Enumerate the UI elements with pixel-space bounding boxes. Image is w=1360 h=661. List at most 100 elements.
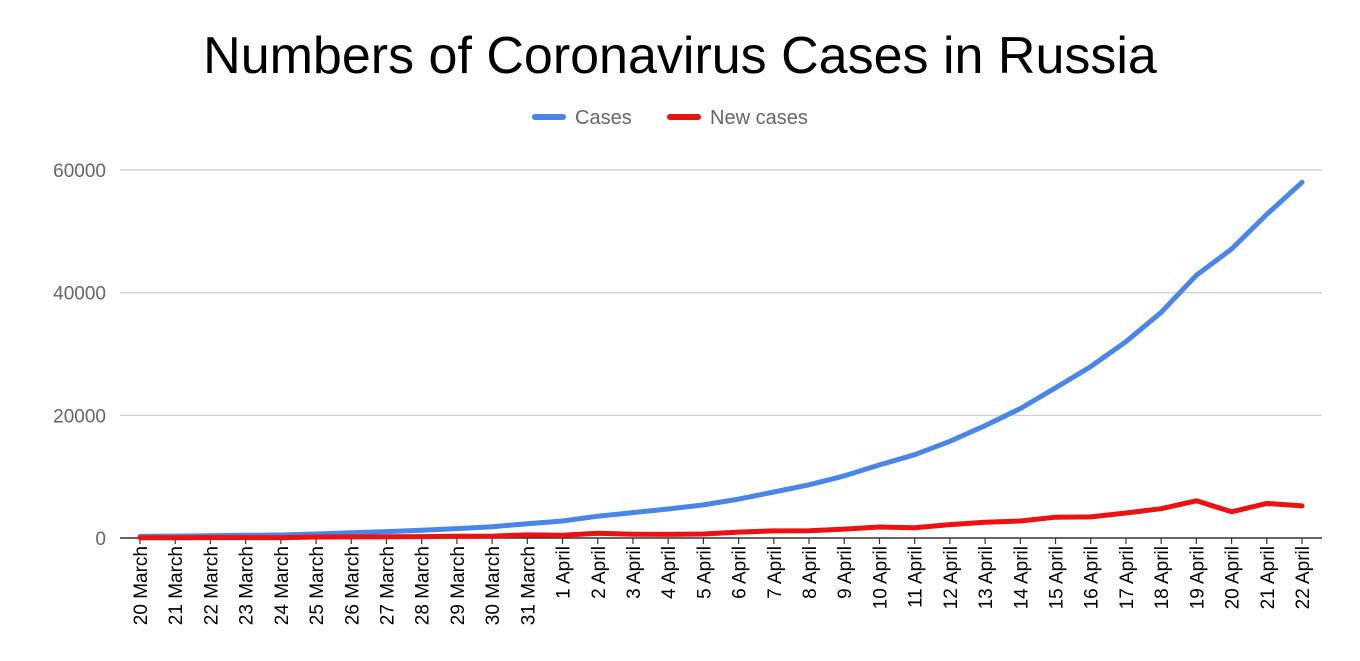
data-point (454, 526, 459, 531)
data-point (842, 473, 847, 478)
data-point (490, 534, 495, 539)
x-tick-label: 23 March (237, 546, 258, 625)
data-point (525, 532, 530, 537)
data-point (1159, 310, 1164, 315)
data-point (138, 535, 143, 540)
data-point (595, 514, 600, 519)
data-point (947, 522, 952, 527)
data-point (666, 506, 671, 511)
data-point (454, 534, 459, 539)
data-point (1229, 509, 1234, 514)
data-point (208, 535, 213, 540)
x-tick-label: 16 April (1082, 546, 1103, 609)
data-point (525, 521, 530, 526)
data-point (1088, 514, 1093, 519)
x-tick-label: 22 March (201, 546, 222, 625)
x-tick-label: 14 April (1011, 546, 1032, 609)
y-axis-tick-labels: 0 20000 40000 60000 (53, 161, 106, 550)
x-tick-label: 21 April (1258, 546, 1279, 609)
data-point (1300, 503, 1305, 508)
data-point (947, 439, 952, 444)
series-line-new-cases (137, 498, 1305, 541)
x-tick-label: 2 April (589, 546, 610, 599)
data-point (630, 532, 635, 537)
data-point (912, 452, 917, 457)
gridlines (120, 169, 1322, 416)
y-tick-label: 60000 (53, 161, 106, 182)
data-point (1300, 180, 1305, 185)
data-point (1018, 406, 1023, 411)
x-tick-label: 26 March (342, 546, 363, 625)
data-point (419, 534, 424, 539)
legend: Cases New cases (532, 107, 808, 129)
x-tick-label: 21 March (166, 546, 187, 625)
chart-title: Numbers of Coronavirus Cases in Russia (203, 27, 1157, 85)
x-tick-label: 25 March (307, 546, 328, 625)
x-tick-label: 4 April (659, 546, 680, 599)
data-point (666, 532, 671, 537)
x-tick-label: 11 April (906, 546, 927, 608)
data-point (560, 518, 565, 523)
data-point (1264, 501, 1269, 506)
data-point (807, 528, 812, 533)
x-tick-label: 24 March (272, 546, 293, 625)
x-tick-label: 13 April (976, 546, 997, 609)
legend-label: New cases (710, 107, 808, 129)
data-point (384, 534, 389, 539)
data-point (490, 524, 495, 529)
x-tick-label: 31 March (518, 546, 539, 625)
data-point (736, 530, 741, 535)
data-point (349, 534, 354, 539)
data-point (560, 533, 565, 538)
x-tick-label: 1 April (554, 546, 575, 599)
data-point (877, 462, 882, 467)
data-point (1123, 339, 1128, 344)
data-point (173, 535, 178, 540)
x-tick-label: 12 April (941, 546, 962, 609)
data-point (736, 497, 741, 502)
data-point (842, 527, 847, 532)
data-point (771, 528, 776, 533)
x-tick-label: 20 March (131, 546, 152, 625)
x-tick-label: 5 April (694, 546, 715, 599)
x-axis-tick-labels: 20 March 21 March 22 March 23 March 24 March… (131, 546, 1314, 625)
data-point (1088, 364, 1093, 369)
data-point (1194, 273, 1199, 278)
data-point (983, 423, 988, 428)
data-point (701, 502, 706, 507)
data-point (630, 510, 635, 515)
x-tick-label: 29 March (448, 546, 469, 625)
data-point (1123, 511, 1128, 516)
data-point (595, 531, 600, 536)
data-point (1229, 246, 1234, 251)
x-tick-label: 30 March (483, 546, 504, 625)
x-tick-label: 27 March (377, 546, 398, 625)
data-point (983, 520, 988, 525)
series-lines (137, 179, 1305, 541)
x-tick-label: 22 April (1293, 546, 1314, 609)
x-tick-label: 7 April (765, 546, 786, 599)
legend-label: Cases (575, 107, 632, 129)
data-point (1053, 515, 1058, 520)
x-tick-label: 15 April (1047, 546, 1068, 609)
x-tick-label: 8 April (800, 546, 821, 599)
y-tick-label: 20000 (53, 406, 106, 427)
y-tick-label: 40000 (53, 284, 106, 305)
x-tick-label: 10 April (870, 546, 891, 609)
y-tick-label: 0 (95, 529, 106, 550)
data-point (1264, 212, 1269, 217)
x-tick-label: 19 April (1187, 546, 1208, 609)
data-point (771, 490, 776, 495)
data-point (1018, 518, 1023, 523)
data-point (1194, 498, 1199, 503)
data-point (278, 535, 283, 540)
data-point (384, 529, 389, 534)
data-point (807, 482, 812, 487)
data-point (419, 528, 424, 533)
data-point (701, 531, 706, 536)
series-line-cases (137, 179, 1305, 539)
x-tick-label: 3 April (624, 546, 645, 599)
data-point (1159, 506, 1164, 511)
x-tick-label: 17 April (1117, 546, 1138, 609)
